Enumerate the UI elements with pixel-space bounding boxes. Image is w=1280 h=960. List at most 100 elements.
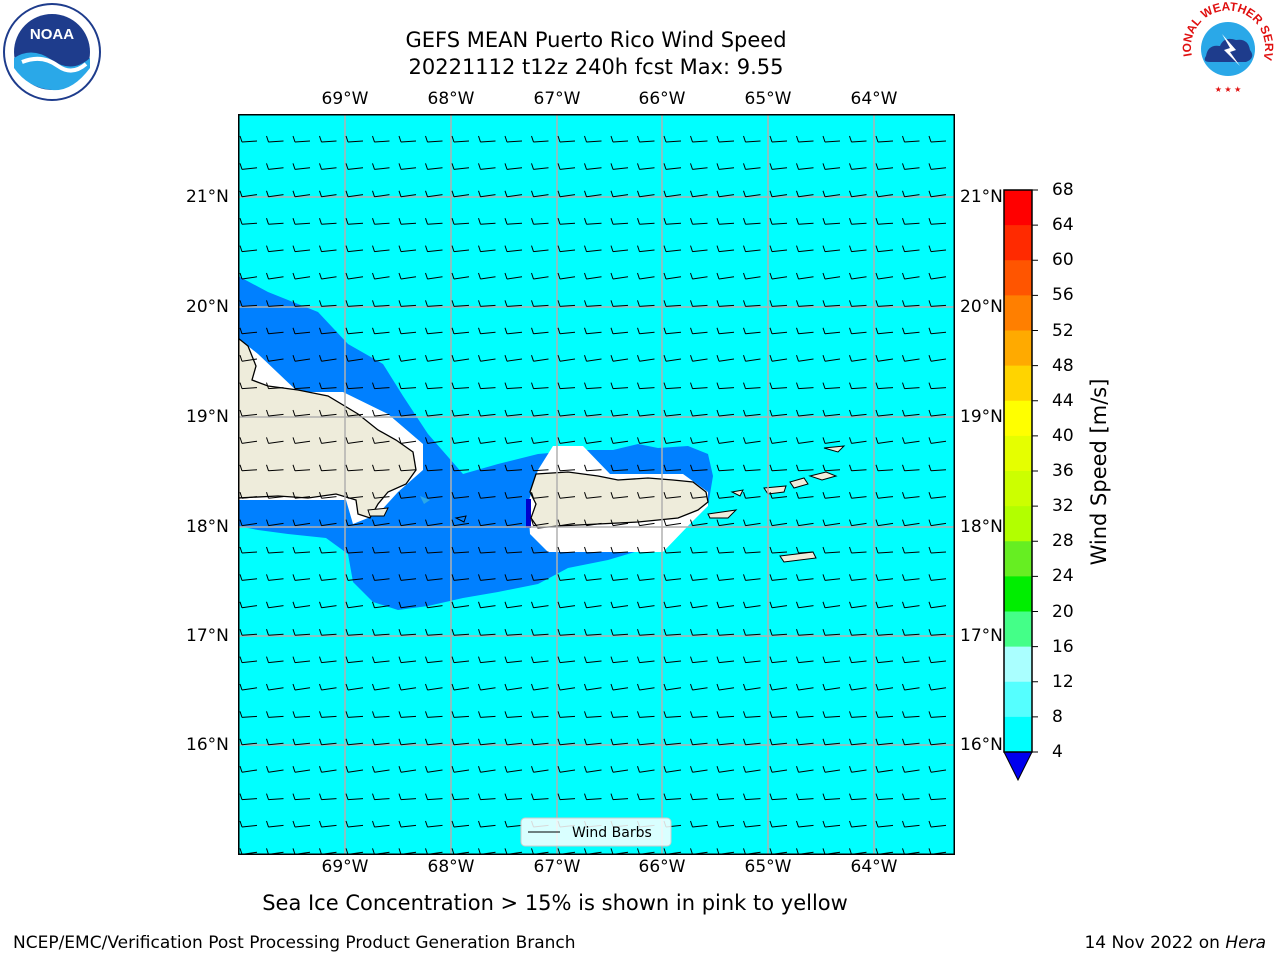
wind-barb xyxy=(345,492,364,499)
wind-barb xyxy=(345,848,364,854)
colorbar-tick-label: 4 xyxy=(1052,742,1063,762)
colorbar-bin xyxy=(1004,225,1032,261)
wind-barb xyxy=(531,135,549,143)
wind-barb xyxy=(610,519,629,527)
wind-barb xyxy=(690,190,708,198)
wind-barb xyxy=(398,437,417,444)
wind-barb xyxy=(690,820,708,828)
wind-barb xyxy=(292,355,311,362)
wind-barb xyxy=(504,190,523,198)
wind-barb xyxy=(610,464,629,472)
colorbar-bin xyxy=(1004,295,1032,331)
wind-barb xyxy=(425,218,443,225)
land-virgin-islands xyxy=(763,445,846,495)
wind-barb xyxy=(796,656,814,664)
wind-barb xyxy=(663,492,682,499)
wind-barb xyxy=(796,793,814,801)
wind-barb xyxy=(266,766,284,773)
wind-barb xyxy=(239,820,258,828)
wind-barb xyxy=(690,437,708,444)
wind-barb xyxy=(902,656,920,664)
lon-label-top: 66°W xyxy=(638,89,686,109)
colorbar-tick-label: 44 xyxy=(1052,390,1074,411)
wind-barb xyxy=(345,546,364,554)
colorbar-bin xyxy=(1004,435,1032,472)
wind-barb xyxy=(743,766,761,773)
wind-barb xyxy=(292,848,311,854)
wind-barb xyxy=(769,574,788,581)
wind-barb xyxy=(637,355,655,362)
colorbar-bin xyxy=(1004,541,1032,577)
wind-barb xyxy=(504,409,523,417)
wind-barb xyxy=(372,190,390,198)
wind-barb xyxy=(663,793,682,801)
wind-barb xyxy=(875,218,894,225)
wind-barb xyxy=(743,820,761,828)
wind-barb xyxy=(822,546,841,554)
wind-barb xyxy=(345,272,364,280)
wind-barb xyxy=(557,382,576,390)
wind-barb xyxy=(716,163,735,170)
wind-barb xyxy=(875,793,894,801)
wind-barb xyxy=(716,683,735,691)
wind-barb xyxy=(557,711,576,718)
wind-barb xyxy=(663,629,682,636)
wind-barb xyxy=(875,382,894,390)
wind-barb xyxy=(849,601,867,609)
wind-barb xyxy=(478,601,496,609)
wind-barb xyxy=(796,190,814,198)
wind-barb xyxy=(796,300,814,307)
wind-barb xyxy=(769,519,788,527)
wind-barb xyxy=(398,135,417,143)
wind-barb xyxy=(478,738,496,746)
wind-barb xyxy=(637,245,655,253)
wind-barb xyxy=(451,820,470,828)
wind-barb xyxy=(451,711,470,718)
wind-barb xyxy=(319,300,337,307)
wind-barb xyxy=(822,656,841,664)
wind-barb xyxy=(849,793,867,801)
wind-barb xyxy=(372,793,390,801)
wind-barb xyxy=(372,546,390,554)
wind-barb xyxy=(849,245,867,253)
wind-barb xyxy=(504,574,523,581)
wind-barb xyxy=(716,574,735,581)
wind-barb xyxy=(345,574,364,581)
wind-barb xyxy=(822,848,841,854)
map-panel: Wind Barbs xyxy=(238,114,955,855)
wind-barb xyxy=(584,409,602,417)
colorbar xyxy=(1003,189,1038,782)
wind-barb xyxy=(690,382,708,390)
wind-barb xyxy=(637,135,655,143)
legend: Wind Barbs xyxy=(520,817,672,847)
wind-barb xyxy=(398,766,417,773)
wind-barb xyxy=(319,738,337,746)
wind-barb xyxy=(425,683,443,691)
graticule xyxy=(239,115,954,854)
wind-barb xyxy=(478,245,496,253)
wind-barb xyxy=(584,327,602,335)
wind-barb xyxy=(902,382,920,390)
lon-label-top: 65°W xyxy=(744,89,792,109)
wind-barb xyxy=(266,574,284,581)
wind-barb xyxy=(690,519,708,527)
colorbar-extend-triangle xyxy=(1003,751,1033,782)
wind-barb xyxy=(372,135,390,143)
lon-label-top: 69°W xyxy=(321,89,369,109)
wind-barb xyxy=(239,437,258,444)
wind-barb xyxy=(769,245,788,253)
wind-barb xyxy=(531,218,549,225)
wind-barb xyxy=(239,711,258,718)
wind-barb xyxy=(902,766,920,773)
wind-barb xyxy=(690,574,708,581)
colorbar-tick-label: 40 xyxy=(1052,425,1074,446)
wind-barb xyxy=(928,492,947,499)
wind-barb xyxy=(796,574,814,581)
wind-barb xyxy=(478,218,496,225)
wind-barb xyxy=(531,437,549,444)
wind-barb xyxy=(239,848,258,854)
wind-barb xyxy=(769,492,788,499)
wind-barb xyxy=(849,355,867,362)
wind-barb xyxy=(716,738,735,746)
wind-barb xyxy=(239,656,258,664)
